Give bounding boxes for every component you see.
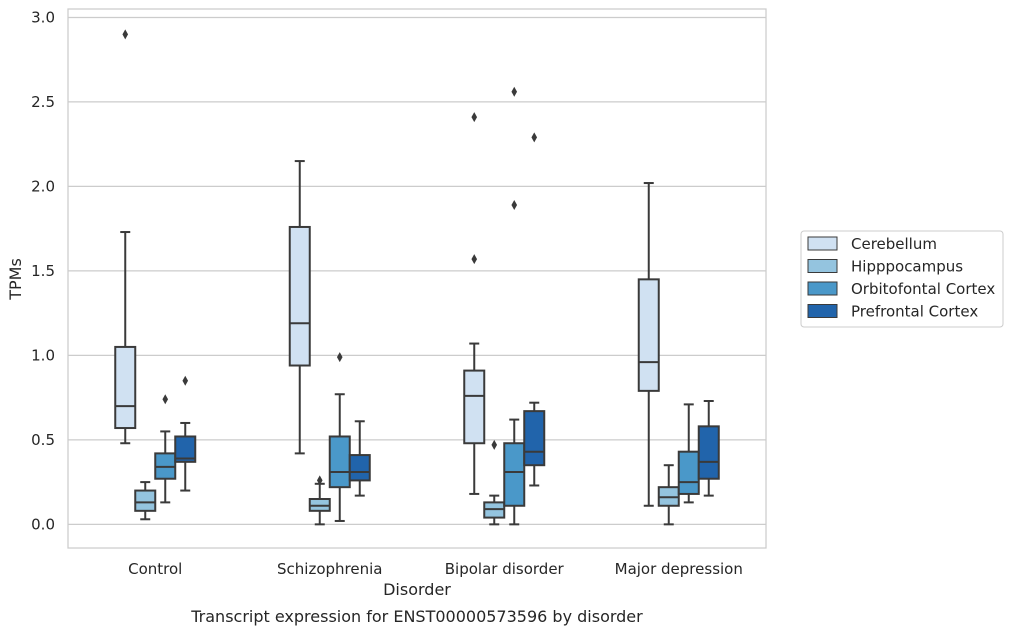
outlier-point [511, 86, 518, 97]
y-axis-label: TPMs [6, 258, 25, 301]
box-iqr [348, 454, 371, 482]
box-group [154, 394, 177, 504]
box-iqr [697, 425, 720, 480]
x-axis-ticks: Control Schizophrenia Bipolar disorder Majo… [128, 560, 743, 578]
box-group [657, 464, 680, 526]
legend-swatch [807, 281, 838, 296]
outlier-point [122, 29, 129, 40]
box-iqr [174, 435, 197, 463]
y-tick-label: 0.5 [31, 431, 55, 449]
legend-frame [800, 230, 1004, 328]
box-group [348, 420, 371, 497]
chart-caption: Transcript expression for ENST0000057359… [190, 607, 643, 626]
legend-items: Cerebellum Hipppocampus Orbitofontal Corte… [807, 235, 995, 321]
y-axis-ticks: 0.0 0.5 1.0 1.5 2.0 2.5 3.0 [31, 8, 55, 533]
box-group [308, 475, 331, 526]
y-tick-label: 2.0 [31, 177, 55, 195]
x-tick-label: Bipolar disorder [445, 560, 565, 578]
plot-area-frame [67, 8, 767, 549]
outlier-point [162, 394, 169, 405]
box-iqr [134, 489, 157, 512]
box-group [288, 160, 311, 455]
box-group [134, 481, 157, 521]
x-tick-label: Control [128, 560, 182, 578]
box-group [523, 132, 546, 487]
x-axis-label: Disorder [383, 580, 451, 599]
box-group [328, 352, 351, 522]
legend-swatch [807, 236, 838, 251]
box-group [483, 439, 506, 526]
box-group [174, 375, 197, 492]
box-iqr [677, 450, 700, 495]
y-tick-label: 0.0 [31, 515, 55, 533]
box-iqr [503, 442, 526, 507]
box-iqr [463, 369, 486, 445]
box-iqr [288, 225, 311, 367]
box-group [503, 86, 526, 526]
y-tick-label: 2.5 [31, 93, 55, 111]
legend: Cerebellum Hipppocampus Orbitofontal Corte… [800, 230, 1004, 328]
box-group [697, 400, 720, 497]
y-tick-label: 3.0 [31, 8, 55, 26]
grid-lines [68, 16, 766, 525]
box-group [463, 112, 486, 495]
outlier-point [471, 112, 478, 123]
box-iqr [523, 410, 546, 467]
outlier-point [471, 254, 478, 265]
outlier-point [336, 352, 343, 363]
outlier-point [316, 475, 323, 486]
x-tick-label: Schizophrenia [277, 560, 382, 578]
legend-entry-label: Cerebellum [851, 235, 937, 253]
legend-entry-label: Orbitofontal Cortex [851, 280, 995, 298]
box-group [637, 182, 660, 507]
legend-swatch [807, 304, 838, 318]
outlier-point [491, 439, 498, 450]
y-tick-label: 1.5 [31, 262, 55, 280]
outlier-point [182, 375, 189, 386]
y-tick-label: 1.0 [31, 346, 55, 364]
legend-swatch [807, 259, 838, 273]
box-iqr [328, 435, 351, 489]
box-group [677, 403, 700, 504]
legend-entry-label: Hipppocampus [851, 258, 963, 276]
box-group [114, 29, 137, 445]
outlier-point [531, 132, 538, 143]
x-tick-label: Major depression [615, 560, 743, 578]
outlier-point [511, 200, 518, 210]
boxes [114, 29, 720, 526]
box-iqr [637, 278, 660, 392]
legend-entry-label: Prefrontal Cortex [851, 303, 978, 321]
box-iqr [114, 345, 137, 430]
